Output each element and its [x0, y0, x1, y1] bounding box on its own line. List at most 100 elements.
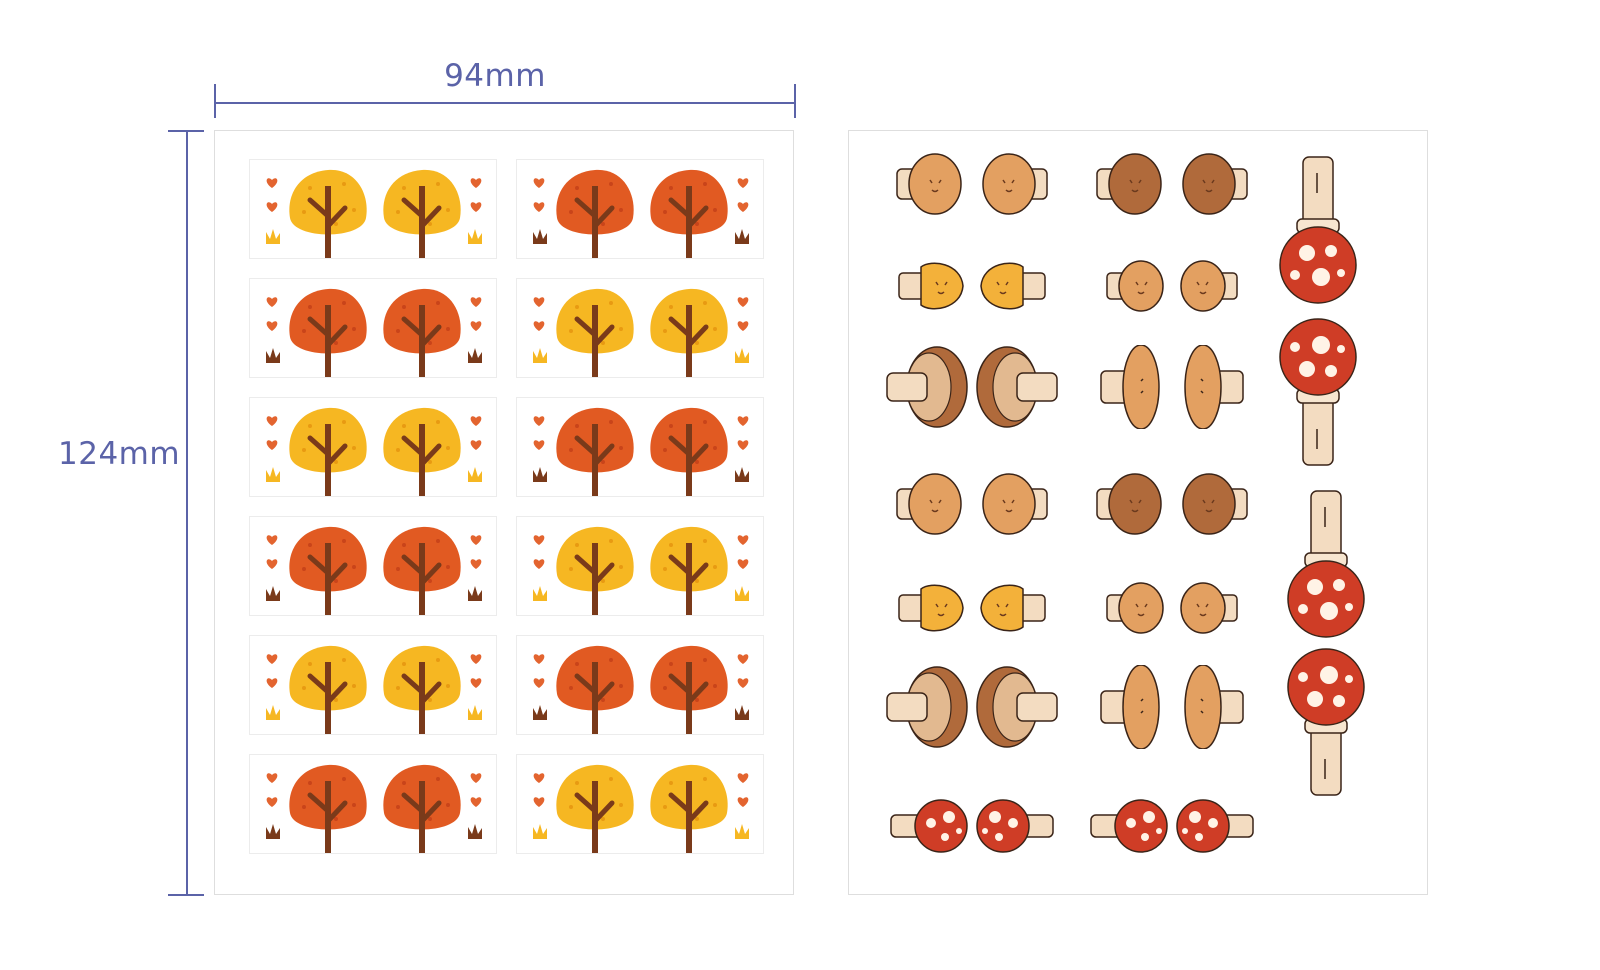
tree-sticker-tile: [516, 516, 764, 616]
mushroom-icon: [896, 473, 962, 535]
small-tan-mushroom-sticker: [1081, 575, 1171, 646]
heart-icon: [737, 773, 749, 783]
grass-icon: [735, 229, 749, 244]
heart-icon: [266, 440, 278, 450]
mushroom-icon: [898, 584, 964, 632]
oval-tan-mushroom-sticker: [1081, 664, 1171, 754]
spotted-red-mushroom-sticker: [973, 793, 1063, 864]
grass-icon: [266, 824, 280, 839]
tree-icon: [383, 169, 461, 258]
grass-icon: [533, 705, 547, 720]
heart-icon: [266, 202, 278, 212]
mushroom-icon: [1106, 260, 1164, 312]
heart-icon: [737, 559, 749, 569]
heart-icon: [533, 773, 545, 783]
heart-icon: [533, 559, 545, 569]
tree-icon: [650, 169, 728, 258]
heart-icon: [533, 202, 545, 212]
heart-icon: [737, 654, 749, 664]
cone-yellow-mushroom-sticker: [881, 575, 971, 646]
heart-icon: [470, 678, 482, 688]
heart-icon: [470, 202, 482, 212]
mushroom-icon: [898, 262, 964, 310]
round-tan-mushroom-sticker: [973, 471, 1063, 542]
mushroom-icon: [976, 346, 1058, 428]
heart-icon: [266, 654, 278, 664]
heart-icon: [470, 440, 482, 450]
heart-icon: [737, 797, 749, 807]
oval-tan-mushroom-sticker: [1173, 344, 1263, 434]
half-brown-mushroom-sticker: [973, 665, 1063, 754]
heart-icon: [737, 321, 749, 331]
grass-icon: [468, 467, 482, 482]
mushroom-icon: [976, 666, 1058, 748]
tall-toadstool-sticker: [1285, 487, 1369, 648]
oval-tan-mushroom-sticker: [1173, 664, 1263, 754]
height-dimension-line: [186, 131, 188, 896]
mushroom-icon: [1184, 344, 1244, 430]
height-dimension-tick-bottom: [168, 894, 204, 896]
half-brown-mushroom-sticker: [973, 345, 1063, 434]
width-dimension-tick-left: [214, 84, 216, 118]
heart-icon: [737, 440, 749, 450]
mushroom-sticker-sheet: [848, 130, 1428, 895]
small-tan-mushroom-sticker: [1081, 253, 1171, 324]
width-dimension-tick-right: [794, 84, 796, 118]
tree-sticker-tile: [249, 754, 497, 854]
grass-icon: [735, 705, 749, 720]
tree-icon: [289, 288, 367, 377]
heart-icon: [266, 678, 278, 688]
heart-icon: [533, 321, 545, 331]
tree-icon: [556, 288, 634, 377]
grass-icon: [266, 705, 280, 720]
grass-icon: [266, 229, 280, 244]
tree-sticker-tile: [516, 278, 764, 378]
half-brown-mushroom-sticker: [881, 665, 971, 754]
tree-icon: [289, 526, 367, 615]
spotted-red-mushroom-sticker: [881, 793, 971, 864]
heart-icon: [533, 178, 545, 188]
width-dimension-line: [215, 102, 795, 104]
tree-icon: [289, 645, 367, 734]
grass-icon: [735, 467, 749, 482]
heart-icon: [470, 535, 482, 545]
mushroom-icon: [1182, 473, 1248, 535]
tree-icon: [556, 764, 634, 853]
mushroom-icon: [1090, 799, 1168, 853]
small-tan-mushroom-sticker: [1173, 575, 1263, 646]
toadstool-icon: [1279, 318, 1357, 466]
mushroom-icon: [1100, 344, 1160, 430]
mushroom-icon: [886, 666, 968, 748]
heart-icon: [470, 797, 482, 807]
tree-icon: [650, 407, 728, 496]
spotted-red-mushroom-sticker: [1173, 793, 1263, 864]
tree-icon: [383, 288, 461, 377]
tree-sticker-tile: [516, 159, 764, 259]
mushroom-icon: [1176, 799, 1254, 853]
tree-icon: [556, 407, 634, 496]
tree-sticker-tile: [249, 635, 497, 735]
heart-icon: [470, 654, 482, 664]
tree-icon: [289, 764, 367, 853]
tall-toadstool-sticker: [1285, 643, 1369, 804]
tall-toadstool-sticker: [1277, 313, 1361, 474]
heart-icon: [533, 440, 545, 450]
tree-icon: [650, 526, 728, 615]
grass-icon: [735, 348, 749, 363]
heart-icon: [737, 202, 749, 212]
heart-icon: [533, 297, 545, 307]
round-brown-mushroom-sticker: [1173, 151, 1263, 222]
height-dimension-label: 124mm: [58, 436, 181, 472]
heart-icon: [470, 321, 482, 331]
heart-icon: [266, 297, 278, 307]
grass-icon: [533, 467, 547, 482]
tree-icon: [383, 407, 461, 496]
cone-yellow-mushroom-sticker: [973, 253, 1063, 324]
mushroom-icon: [890, 799, 968, 853]
mushroom-icon: [1180, 582, 1238, 634]
mushroom-icon: [1180, 260, 1238, 312]
width-dimension-label: 94mm: [444, 58, 546, 94]
heart-icon: [266, 416, 278, 426]
mushroom-icon: [980, 584, 1046, 632]
small-tan-mushroom-sticker: [1173, 253, 1263, 324]
